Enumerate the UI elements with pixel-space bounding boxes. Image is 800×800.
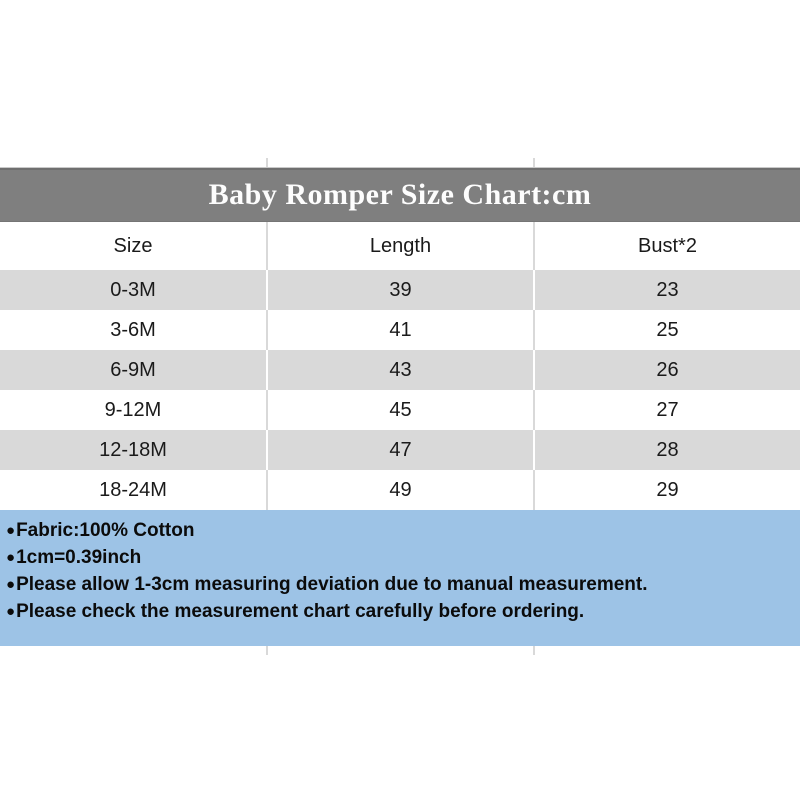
length-cell: 43 (266, 350, 534, 390)
length-cell: 39 (266, 270, 534, 310)
column-border-stub (533, 646, 535, 655)
note-line: ● Fabric:100% Cotton (6, 517, 792, 544)
size-cell: 6-9M (110, 358, 156, 381)
bullet-icon: ● (6, 603, 16, 620)
note-text: Please check the measurement chart caref… (16, 601, 585, 622)
note-line: ● Please check the measurement chart care… (6, 598, 792, 625)
header-size: Size (113, 234, 153, 257)
length-cell: 41 (266, 310, 534, 350)
note-line: ● 1cm=0.39inch (6, 544, 792, 571)
note-text: Please allow 1-3cm measuring deviation d… (16, 574, 648, 595)
table-row: 9-12M 45 27 (0, 390, 800, 430)
length-cell: 49 (266, 470, 534, 510)
bust-cell: 23 (533, 270, 800, 310)
chart-title-bar: Baby Romper Size Chart:cm (0, 167, 800, 222)
bust-cell: 27 (533, 390, 800, 430)
note-text: 1cm=0.39inch (16, 547, 142, 568)
column-border-stub (533, 158, 535, 167)
table-row: 12-18M 47 28 (0, 430, 800, 470)
size-table-header: Size Length Bust*2 (0, 222, 800, 270)
bust-cell: 26 (533, 350, 800, 390)
table-row: 6-9M 43 26 (0, 350, 800, 390)
size-cell: 9-12M (104, 398, 162, 421)
size-cell: 12-18M (99, 438, 167, 461)
size-cell: 3-6M (110, 318, 156, 341)
header-bust: Bust*2 (533, 222, 800, 270)
size-cell: 0-3M (110, 278, 156, 301)
note-text: Fabric:100% Cotton (16, 520, 195, 541)
table-row: 0-3M 39 23 (0, 270, 800, 310)
bust-cell: 29 (533, 470, 800, 510)
table-row: 18-24M 49 29 (0, 470, 800, 510)
bullet-icon: ● (6, 549, 16, 566)
size-table: Size Length Bust*2 0-3M 39 23 3-6M 41 25… (0, 222, 800, 510)
bullet-icon: ● (6, 522, 16, 539)
column-border-stub (266, 646, 268, 655)
header-length: Length (266, 222, 534, 270)
length-cell: 45 (266, 390, 534, 430)
table-row: 3-6M 41 25 (0, 310, 800, 350)
bust-cell: 25 (533, 310, 800, 350)
bust-cell: 28 (533, 430, 800, 470)
size-table-body: 0-3M 39 23 3-6M 41 25 6-9M 43 26 9-12M 4… (0, 270, 800, 510)
length-cell: 47 (266, 430, 534, 470)
header-row: Size Length Bust*2 (0, 222, 800, 270)
bullet-icon: ● (6, 576, 16, 593)
notes-box: ● Fabric:100% Cotton ● 1cm=0.39inch ● Pleas… (0, 510, 800, 646)
size-cell: 18-24M (99, 478, 167, 501)
chart-title: Baby Romper Size Chart:cm (208, 177, 592, 211)
column-border-stub (266, 158, 268, 167)
note-line: ● Please allow 1-3cm measuring deviation … (6, 571, 792, 598)
